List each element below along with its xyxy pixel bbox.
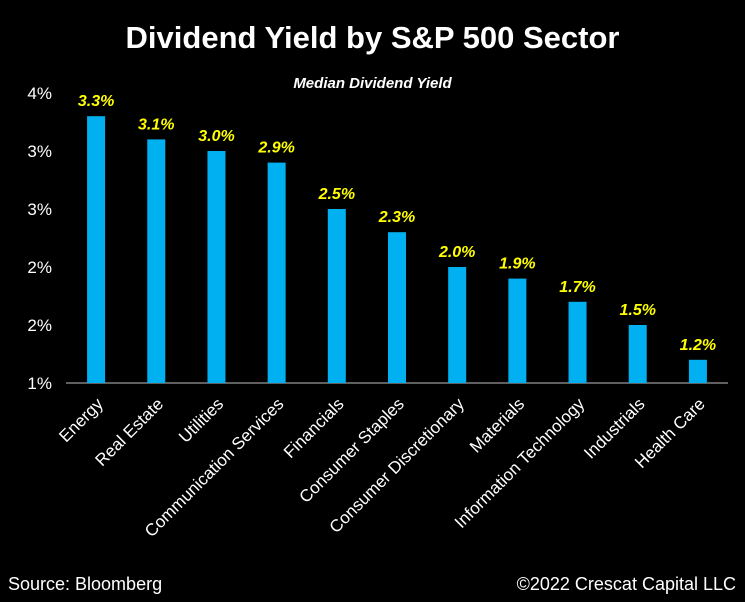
bar-consumer-staples xyxy=(388,232,406,383)
bar-financials xyxy=(327,209,346,383)
bar-industrials xyxy=(628,325,647,383)
chart-title: Dividend Yield by S&P 500 Sector xyxy=(125,20,620,55)
data-label: 1.7% xyxy=(559,279,595,296)
x-tick-label: Utilities xyxy=(175,394,227,446)
data-label: 2.3% xyxy=(378,209,415,226)
bar-health-care xyxy=(688,359,707,383)
data-label: 1.2% xyxy=(680,337,716,354)
bar-real-estate xyxy=(147,139,166,383)
chart-subtitle: Median Dividend Yield xyxy=(293,75,452,92)
data-label: 3.3% xyxy=(78,93,114,110)
data-label: 2.9% xyxy=(257,140,294,157)
y-tick-label: 2% xyxy=(27,316,52,335)
y-tick-label: 3% xyxy=(27,142,52,161)
data-label: 2.5% xyxy=(318,186,355,203)
data-label: 2.0% xyxy=(438,244,475,261)
data-label: 3.1% xyxy=(138,116,174,133)
bar-information-technology xyxy=(568,301,587,383)
source-note: Source: Bloomberg xyxy=(8,574,163,594)
data-label: 3.0% xyxy=(198,128,234,145)
bar-utilities xyxy=(207,151,226,383)
y-tick-label: 4% xyxy=(27,84,52,103)
bar-consumer-discretionary xyxy=(448,267,467,383)
y-tick-label: 2% xyxy=(27,258,52,277)
copyright-note: ©2022 Crescat Capital LLC xyxy=(516,574,736,594)
bar-energy xyxy=(87,116,106,383)
data-label: 1.5% xyxy=(619,302,655,319)
bar-communication-services xyxy=(267,162,286,383)
x-tick-label: Energy xyxy=(55,394,107,446)
data-label: 1.9% xyxy=(499,256,535,273)
y-tick-label: 1% xyxy=(27,374,52,393)
x-tick-label: Consumer Staples xyxy=(296,394,408,506)
bar-materials xyxy=(508,278,527,383)
y-tick-label: 3% xyxy=(27,200,52,219)
x-tick-label: Materials xyxy=(466,394,528,456)
